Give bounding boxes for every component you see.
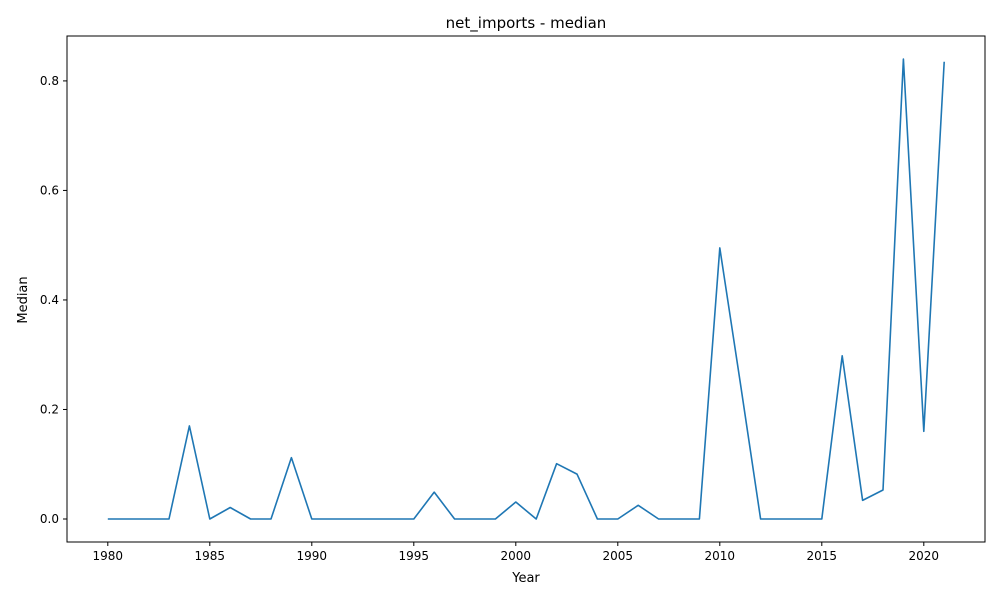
- y-tick-label: 0.0: [40, 512, 59, 526]
- y-tick-label: 0.2: [40, 402, 59, 416]
- x-tick-label: 1985: [195, 549, 226, 563]
- plot-area: 1980 1985 1990 1995 2000 2005 2010 2015 2020 0.0 0…: [40, 35, 986, 563]
- x-tick-label: 2010: [705, 549, 736, 563]
- x-tick-label: 2015: [807, 549, 838, 563]
- x-tick-label: 2000: [501, 549, 532, 563]
- series-line-0: [107, 58, 945, 520]
- x-tick-label: 1980: [93, 549, 124, 563]
- x-tick-label: 1995: [399, 549, 430, 563]
- y-tick-label: 0.8: [40, 74, 59, 88]
- x-axis-label: Year: [511, 571, 540, 586]
- y-tick-label: 0.6: [40, 183, 59, 197]
- y-tick-label: 0.4: [40, 293, 59, 307]
- chart-title: net_imports - median: [446, 14, 607, 33]
- x-tick-label: 2020: [909, 549, 940, 563]
- x-tick-label: 1990: [297, 549, 328, 563]
- y-axis-label: Median: [16, 276, 31, 323]
- axes-frame: [66, 35, 986, 543]
- x-tick-label: 2005: [603, 549, 634, 563]
